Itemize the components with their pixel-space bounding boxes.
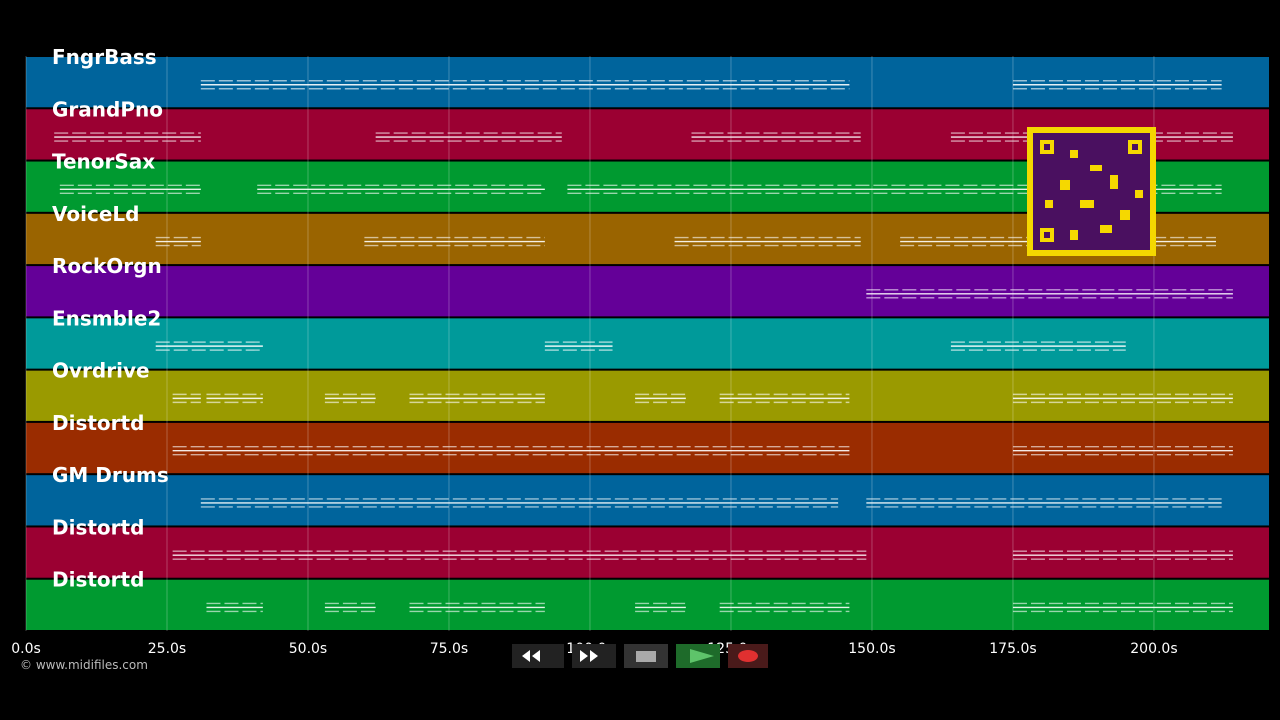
- track-lane: [26, 318, 1269, 369]
- track-name: Distortd: [52, 568, 144, 592]
- track-name: GrandPno: [52, 97, 163, 121]
- x-tick-label: 25.0s: [148, 641, 186, 657]
- track-lane: [26, 579, 1269, 630]
- track-name: RockOrgn: [52, 254, 162, 278]
- x-tick-label: 200.0s: [1130, 641, 1177, 657]
- track-name: VoiceLd: [52, 202, 139, 226]
- grid: [25, 56, 1155, 631]
- notes: [54, 80, 1233, 613]
- track-name: GM Drums: [52, 463, 169, 487]
- labels: FngrBass GrandPno TenorSax VoiceLd RockOrgn E…: [11, 45, 1177, 657]
- x-tick-label: 75.0s: [430, 641, 468, 657]
- track-lane: [26, 370, 1269, 421]
- track-name: Distortd: [52, 411, 144, 435]
- record-icon: [738, 650, 758, 662]
- track-name: Distortd: [52, 515, 144, 539]
- track-lane: [26, 475, 1269, 526]
- x-tick-label: 175.0s: [989, 641, 1036, 657]
- track-name: TenorSax: [52, 150, 155, 174]
- track-name: FngrBass: [52, 45, 157, 69]
- track-lane: [26, 57, 1269, 108]
- stop-icon: [636, 651, 656, 662]
- x-tick-label: 150.0s: [848, 641, 895, 657]
- qr-code: [1027, 127, 1156, 256]
- rewind-icon: [522, 650, 540, 662]
- copyright: © www.midifiles.com: [20, 658, 148, 672]
- transport-controls: [512, 644, 768, 668]
- track-lane: [26, 527, 1269, 578]
- track-lane: [26, 422, 1269, 474]
- x-tick-label: 0.0s: [11, 641, 41, 657]
- forward-icon: [580, 650, 598, 662]
- track-name: Ensmble2: [52, 306, 161, 330]
- track-lane: [26, 266, 1269, 317]
- play-icon: [690, 649, 714, 663]
- x-tick-label: 50.0s: [289, 641, 327, 657]
- track-name: Ovrdrive: [52, 359, 150, 383]
